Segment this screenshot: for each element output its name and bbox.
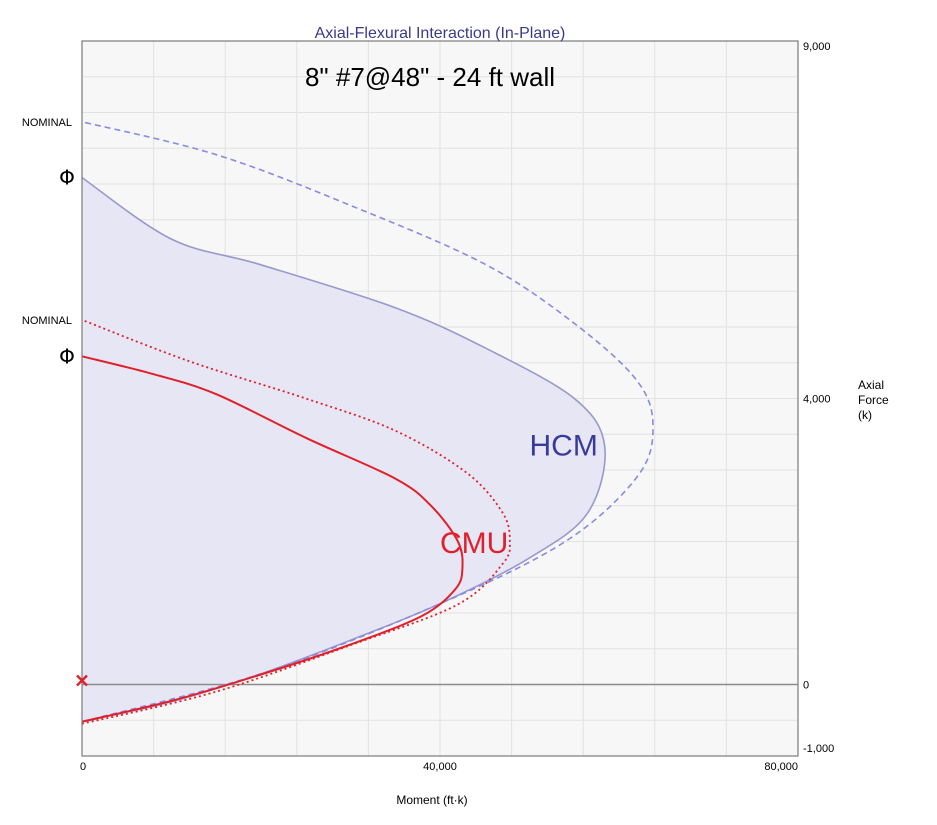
phi-symbol: Φ — [59, 166, 75, 190]
y-tick-label: -1,000 — [803, 743, 834, 755]
series-fill-hcm-design — [82, 177, 606, 722]
x-tick-label: 80,000 — [764, 761, 798, 773]
y-axis-label-line: Force — [858, 393, 889, 407]
nominal-label: NOMINAL — [22, 315, 72, 327]
plot-frame — [81, 40, 799, 757]
tick-labels: 0 40,000 80,000 9,000 4,000 0 -1,000 — [80, 41, 834, 773]
y-axis-label: Axial Force (k) — [858, 378, 889, 422]
curve-annotations: HCM CMU — [440, 430, 598, 560]
x-tick-label: 0 — [80, 761, 86, 773]
y-tick-label: 4,000 — [803, 394, 831, 406]
nominal-label: NOMINAL — [22, 117, 72, 129]
series-line-hcm-nominal — [81, 121, 654, 723]
load-point-marker — [76, 674, 88, 687]
annotation-hcm: HCM — [530, 430, 598, 463]
x-tick-label: 40,000 — [423, 761, 457, 773]
series-line-cmu-nominal — [81, 319, 511, 725]
hcm-design-fill — [82, 177, 606, 722]
y-axis-label-line: Axial — [858, 378, 884, 392]
series-line-cmu-design — [81, 355, 464, 723]
side-markers: NOMINAL Φ NOMINAL Φ — [22, 117, 88, 687]
x-axis-label: Moment (ft·k) — [396, 793, 467, 807]
y-tick-label: 0 — [803, 680, 809, 692]
series-line-hcm-design — [81, 176, 606, 723]
y-axis-label-line: (k) — [858, 408, 872, 422]
phi-symbol: Φ — [59, 344, 75, 368]
chart-subtitle: 8" #7@48" - 24 ft wall — [305, 62, 555, 92]
y-tick-label: 9,000 — [803, 41, 831, 53]
chart-title: Axial-Flexural Interaction (In-Plane) — [315, 25, 566, 42]
annotation-cmu: CMU — [440, 527, 508, 560]
series-lines — [81, 121, 654, 725]
